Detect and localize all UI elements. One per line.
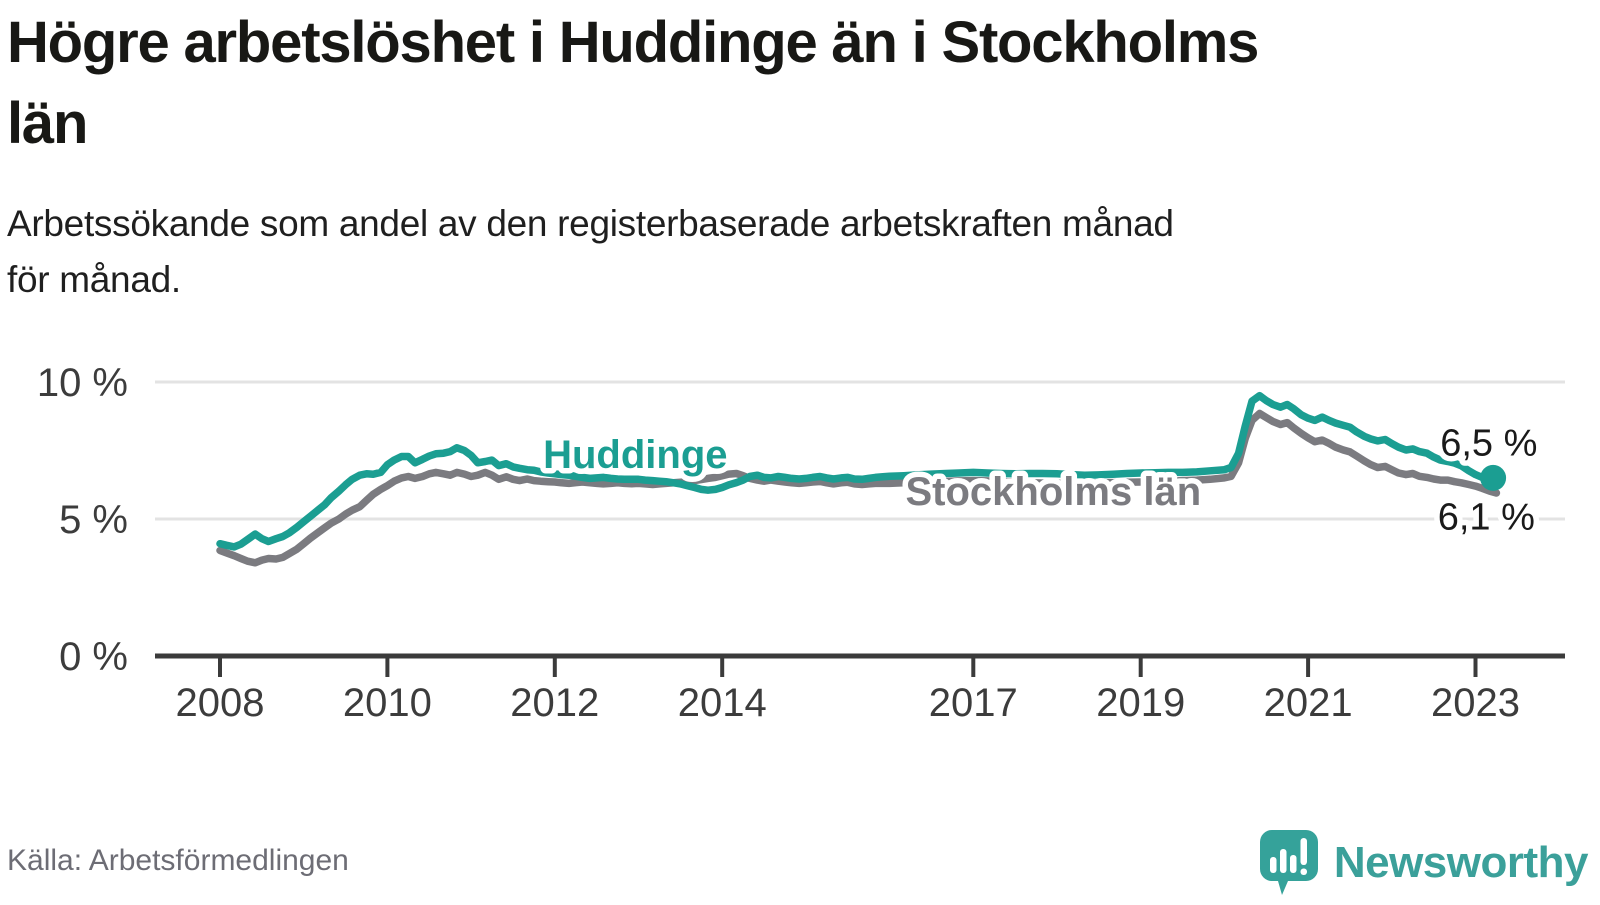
newsworthy-logo-icon — [1259, 830, 1318, 895]
y-axis-tick-label: 5 % — [59, 498, 128, 542]
x-axis-tick-label: 2023 — [1431, 681, 1520, 725]
speech-bubble-shape — [1259, 830, 1318, 895]
y-axis-tick-label: 0 % — [59, 635, 128, 679]
page-title: Högre arbetslöshet i Huddinge än i Stock… — [7, 2, 1593, 164]
page-title-line-1: Högre arbetslöshet i Huddinge än i Stock… — [7, 10, 1259, 75]
page-title-line-2: län — [7, 91, 88, 157]
series-line-stockholms-l-n — [216, 409, 1501, 567]
chart-annotation: 6,1 % — [1438, 497, 1535, 539]
chart-subtitle: Arbetssökande som andel av den registerb… — [7, 196, 1593, 307]
chart-header: Högre arbetslöshet i Huddinge än i Stock… — [7, 2, 1593, 307]
x-axis-tick-label: 2010 — [343, 681, 432, 725]
bar-chart-bar-3 — [1289, 855, 1297, 873]
x-axis-tick-label: 2021 — [1264, 681, 1353, 725]
x-axis-tick-label: 2012 — [510, 681, 599, 725]
chart-annotation: Stockholms län — [906, 470, 1202, 514]
newsworthy-wordmark: Newsworthy — [1333, 838, 1589, 887]
x-axis-tick-label: 2017 — [929, 681, 1018, 725]
chart-subtitle-line-2: för månad. — [7, 258, 181, 300]
y-axis-tick-label: 10 % — [37, 361, 128, 405]
chart-annotation: Huddinge — [543, 433, 727, 477]
newsworthy-branding: Newsworthy — [1259, 830, 1589, 896]
bar-chart-bar-1 — [1269, 857, 1277, 873]
exclamation-bar — [1300, 838, 1307, 865]
latest-value-dot — [1480, 464, 1507, 491]
x-axis-tick-label: 2019 — [1096, 681, 1185, 725]
x-axis-tick-label: 2008 — [176, 681, 265, 725]
source-attribution: Källa: Arbetsförmedlingen — [7, 844, 349, 877]
exclamation-dot — [1300, 868, 1307, 875]
series-line-huddinge — [216, 391, 1497, 551]
chart-subtitle-line-1: Arbetssökande som andel av den registerb… — [7, 203, 1174, 245]
bar-chart-bar-2 — [1279, 849, 1287, 873]
chart-annotation: 6,5 % — [1440, 423, 1537, 465]
x-axis-tick-label: 2014 — [678, 681, 767, 725]
